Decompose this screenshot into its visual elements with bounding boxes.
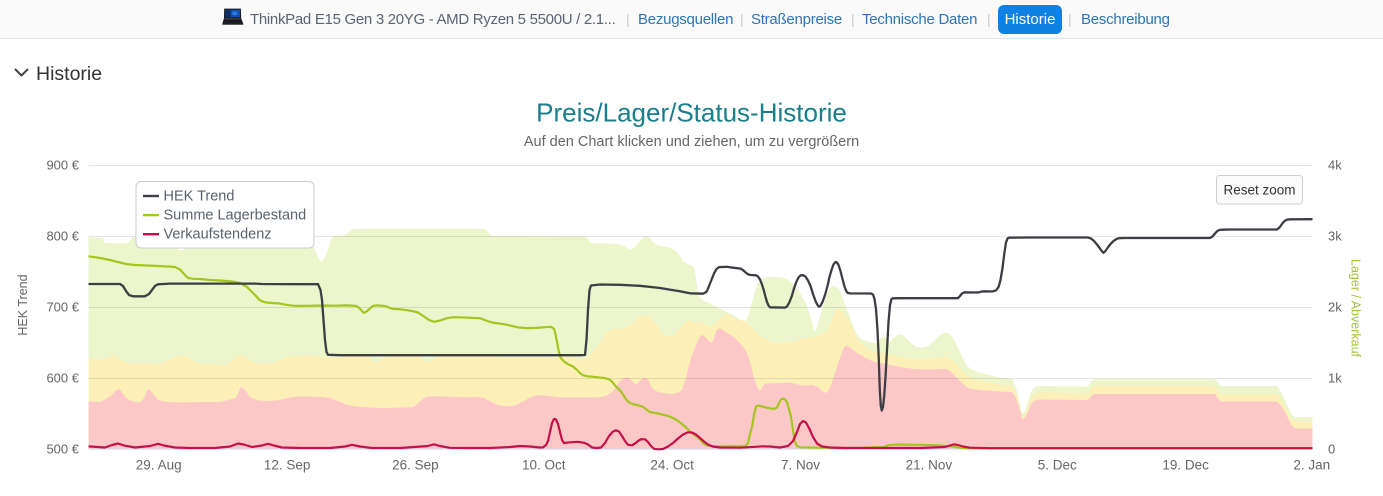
svg-text:HEK Trend: HEK Trend — [164, 189, 235, 205]
svg-text:29. Aug: 29. Aug — [136, 458, 182, 473]
svg-text:Lager / Abverkauf: Lager / Abverkauf — [1349, 259, 1363, 358]
svg-text:21. Nov: 21. Nov — [906, 458, 953, 473]
svg-text:7. Nov: 7. Nov — [781, 458, 820, 473]
svg-text:HEK Trend: HEK Trend — [16, 274, 30, 335]
svg-text:600 €: 600 € — [46, 371, 79, 386]
svg-text:24. Oct: 24. Oct — [650, 458, 694, 473]
svg-text:2k: 2k — [1328, 300, 1342, 315]
svg-text:4k: 4k — [1328, 158, 1342, 173]
svg-text:2. Jan: 2. Jan — [1293, 458, 1330, 473]
svg-text:Auf den Chart klicken und zieh: Auf den Chart klicken und ziehen, um zu … — [524, 134, 859, 150]
svg-text:Preis/Lager/Status-Historie: Preis/Lager/Status-Historie — [536, 98, 847, 128]
svg-text:26. Sep: 26. Sep — [392, 458, 439, 473]
svg-text:700 €: 700 € — [46, 300, 79, 315]
svg-text:Summe Lagerbestand: Summe Lagerbestand — [164, 208, 307, 224]
svg-text:Reset zoom: Reset zoom — [1223, 183, 1295, 198]
svg-text:1k: 1k — [1328, 371, 1342, 386]
svg-text:12. Sep: 12. Sep — [264, 458, 311, 473]
svg-text:3k: 3k — [1328, 229, 1342, 244]
svg-text:900 €: 900 € — [46, 158, 79, 173]
svg-text:500 €: 500 € — [46, 442, 79, 457]
svg-text:Verkaufstendenz: Verkaufstendenz — [164, 227, 272, 243]
svg-text:19. Dec: 19. Dec — [1162, 458, 1209, 473]
svg-text:0: 0 — [1328, 442, 1335, 457]
svg-text:10. Oct: 10. Oct — [522, 458, 566, 473]
svg-text:800 €: 800 € — [46, 229, 79, 244]
svg-text:5. Dec: 5. Dec — [1038, 458, 1077, 473]
